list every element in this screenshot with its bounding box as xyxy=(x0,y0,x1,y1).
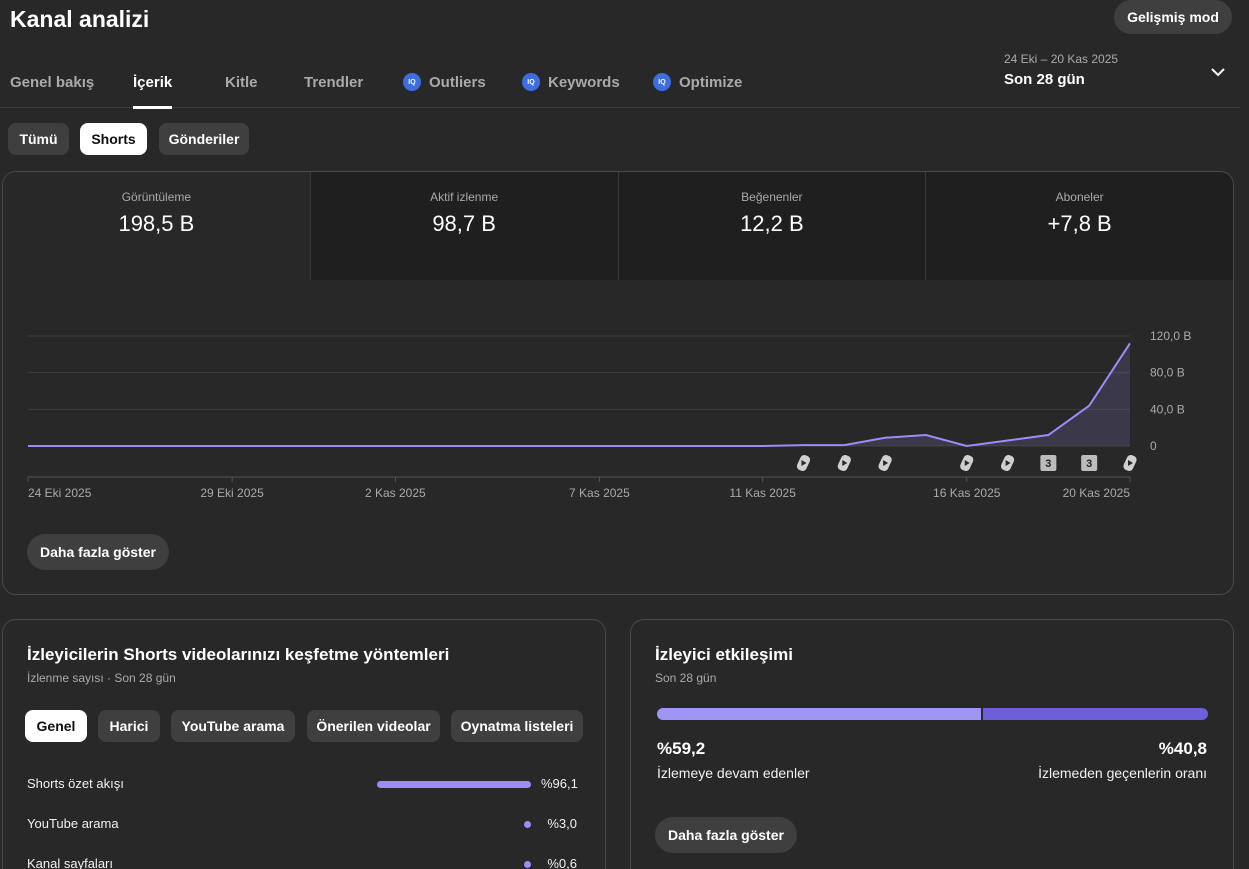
tab-label: Optimize xyxy=(679,73,743,91)
views-line-chart: 120,0 B 80,0 B 40,0 B 0 3 3 24 Eki 2025 29 Eki … xyxy=(27,329,1191,500)
metric-engaged-views[interactable]: Aktif izlenme 98,7 B xyxy=(311,172,619,280)
stayed-label: İzlemeye devam edenler xyxy=(657,765,810,781)
shorts-play-icon xyxy=(883,460,889,466)
shorts-play-icon xyxy=(1005,460,1011,466)
page-title: Kanal analizi xyxy=(10,6,150,32)
source-name: YouTube arama xyxy=(27,816,119,831)
metrics-chart-card: Görüntüleme 198,5 B Aktif izlenme 98,7 B… xyxy=(2,171,1234,595)
source-tab-youtube-search[interactable]: YouTube arama xyxy=(171,710,295,742)
metric-subscribers[interactable]: Aboneler +7,8 B xyxy=(926,172,1233,280)
source-tab-general[interactable]: Genel xyxy=(25,710,87,742)
iq-badge-icon: IQ xyxy=(522,73,540,91)
traffic-source-row: Shorts özet akışı %96,1 xyxy=(27,774,578,794)
analytics-tabs: Genel bakış İçerik Kitle Trendler IQ Out… xyxy=(0,56,1240,109)
tab-label: Outliers xyxy=(429,73,486,91)
stayed-share-bar xyxy=(657,708,981,720)
metric-value: 12,2 B xyxy=(740,211,804,236)
tab-overview[interactable]: Genel bakış xyxy=(10,56,94,108)
tab-optimize[interactable]: IQ Optimize xyxy=(653,56,742,108)
metric-value: +7,8 B xyxy=(1047,211,1112,236)
tab-outliers[interactable]: IQ Outliers xyxy=(403,56,486,108)
tab-label: Trendler xyxy=(304,73,364,91)
upload-count-badge xyxy=(1040,455,1057,471)
y-tick-label: 120,0 B xyxy=(1150,329,1191,343)
date-range-dates: 24 Eki – 20 Kas 2025 xyxy=(1004,52,1119,66)
traffic-source-row: Kanal sayfaları %0,6 xyxy=(27,854,577,869)
metric-label: Aktif izlenme xyxy=(430,190,499,204)
tab-label: Keywords xyxy=(548,73,620,91)
x-tick-label: 2 Kas 2025 xyxy=(365,486,426,500)
upload-count-badge xyxy=(1081,455,1098,471)
metric-likes[interactable]: Beğenenler 12,2 B xyxy=(619,172,927,280)
source-percent: %0,6 xyxy=(547,856,577,869)
source-percent: %96,1 xyxy=(541,776,578,791)
upload-count-label: 3 xyxy=(1045,458,1051,470)
metric-views[interactable]: Görüntüleme 198,5 B xyxy=(3,172,311,280)
engagement-card: İzleyici etkileşimi Son 28 gün %59,2 İzl… xyxy=(630,619,1234,869)
shorts-play-icon xyxy=(842,460,848,466)
engagement-subtitle: Son 28 gün xyxy=(655,671,717,685)
y-tick-label: 40,0 B xyxy=(1150,402,1185,416)
tab-label: Kitle xyxy=(225,73,258,91)
source-tab-suggested[interactable]: Önerilen videolar xyxy=(307,710,440,742)
filter-all-chip[interactable]: Tümü xyxy=(8,123,69,155)
x-tick-label: 16 Kas 2025 xyxy=(933,486,1001,500)
source-name: Shorts özet akışı xyxy=(27,776,124,791)
iq-badge-icon: IQ xyxy=(653,73,671,91)
discovery-title: İzleyicilerin Shorts videolarınızı keşfe… xyxy=(27,645,450,664)
metric-value: 98,7 B xyxy=(432,211,496,236)
filter-posts-chip[interactable]: Gönderiler xyxy=(159,123,249,155)
filter-shorts-chip[interactable]: Shorts xyxy=(80,123,147,155)
shorts-play-icon xyxy=(964,460,970,466)
source-percent: %3,0 xyxy=(547,816,577,831)
swiped-share-bar xyxy=(983,708,1208,720)
metric-label: Görüntüleme xyxy=(121,190,192,204)
advanced-mode-button[interactable]: Gelişmiş mod xyxy=(1114,0,1232,34)
x-tick-label: 11 Kas 2025 xyxy=(729,486,796,500)
chevron-down-icon[interactable] xyxy=(1208,62,1228,82)
date-range-label: Son 28 gün xyxy=(1004,71,1085,88)
series-area xyxy=(28,343,1130,446)
tab-keywords[interactable]: IQ Keywords xyxy=(522,56,620,108)
traffic-source-row: YouTube arama %3,0 xyxy=(27,814,577,834)
series-line xyxy=(28,342,1131,448)
tab-trends[interactable]: Trendler xyxy=(304,56,363,108)
swiped-label: İzlemeden geçenlerin oranı xyxy=(1038,765,1207,781)
upload-count-label: 3 xyxy=(1086,458,1092,470)
tab-content[interactable]: İçerik xyxy=(133,56,173,109)
shorts-play-icon xyxy=(1128,460,1133,466)
iq-badge-icon: IQ xyxy=(403,73,421,91)
source-share-bar xyxy=(524,861,531,868)
metric-value: 198,5 B xyxy=(118,211,195,236)
tab-label: İçerik xyxy=(133,73,173,91)
metric-label: Beğenenler xyxy=(741,190,803,204)
source-tab-external[interactable]: Harici xyxy=(98,710,160,742)
x-tick-label: 7 Kas 2025 xyxy=(569,486,630,500)
discovery-subtitle: İzlenme sayısı · Son 28 gün xyxy=(27,671,176,685)
discovery-card: İzleyicilerin Shorts videolarınızı keşfe… xyxy=(2,619,606,869)
source-tab-playlists[interactable]: Oynatma listeleri xyxy=(451,710,583,742)
date-range-selector[interactable]: 24 Eki – 20 Kas 2025 Son 28 gün xyxy=(1004,52,1118,88)
stayed-percent: %59,2 xyxy=(657,739,706,758)
swiped-percent: %40,8 xyxy=(1158,739,1207,758)
engagement-title: İzleyici etkileşimi xyxy=(655,645,793,664)
source-share-bar xyxy=(377,781,531,788)
x-tick-label: 24 Eki 2025 xyxy=(28,486,92,500)
show-more-button[interactable]: Daha fazla göster xyxy=(27,534,169,570)
shorts-play-icon xyxy=(801,460,807,466)
show-more-button[interactable]: Daha fazla göster xyxy=(655,817,797,853)
tab-audience[interactable]: Kitle xyxy=(225,56,258,108)
source-name: Kanal sayfaları xyxy=(27,856,113,869)
x-tick-label: 29 Eki 2025 xyxy=(200,486,264,500)
tab-label: Genel bakış xyxy=(10,73,95,91)
source-share-bar xyxy=(524,821,531,828)
x-tick-label: 20 Kas 2025 xyxy=(1063,486,1131,500)
y-tick-label: 80,0 B xyxy=(1150,366,1185,380)
metric-label: Aboneler xyxy=(1055,190,1104,204)
metric-tabs: Görüntüleme 198,5 B Aktif izlenme 98,7 B… xyxy=(3,172,1233,280)
y-tick-label: 0 xyxy=(1150,439,1157,453)
